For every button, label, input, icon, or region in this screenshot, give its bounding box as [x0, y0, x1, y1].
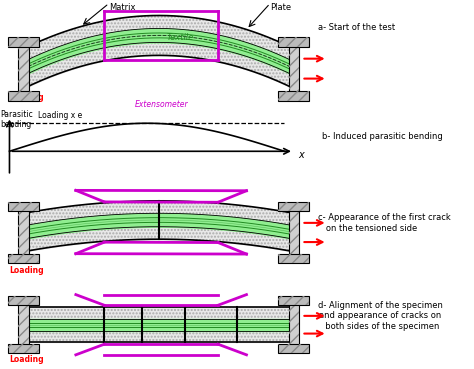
Text: Parasitic
bending: Parasitic bending	[0, 110, 33, 129]
Bar	[8, 344, 39, 353]
Bar	[279, 344, 309, 353]
Text: Matrix: Matrix	[109, 3, 136, 12]
Text: d- Alignment of the specimen
and appearance of cracks on
  both sides of the spe: d- Alignment of the specimen and appeara…	[318, 301, 442, 331]
FancyBboxPatch shape	[18, 206, 29, 259]
Bar	[8, 254, 39, 263]
Bar	[279, 296, 309, 305]
Bar	[279, 344, 309, 353]
Bar	[8, 90, 39, 100]
Bar	[279, 254, 309, 263]
FancyBboxPatch shape	[289, 41, 299, 97]
FancyBboxPatch shape	[18, 300, 29, 349]
Text: Plate: Plate	[270, 3, 292, 12]
Text: Loading: Loading	[9, 355, 44, 364]
Text: Loading: Loading	[9, 266, 44, 275]
FancyBboxPatch shape	[289, 206, 299, 259]
Bar	[279, 37, 309, 47]
Bar	[279, 37, 309, 47]
Bar	[279, 254, 309, 263]
Text: Loading x e: Loading x e	[38, 111, 82, 120]
Bar	[8, 344, 39, 353]
Bar	[279, 202, 309, 211]
Text: c- Appearance of the first crack
   on the tensioned side: c- Appearance of the first crack on the …	[318, 213, 450, 232]
Bar	[8, 90, 39, 100]
Text: Extensometer: Extensometer	[134, 100, 188, 109]
Bar	[8, 296, 39, 305]
Bar	[279, 202, 309, 211]
Bar	[279, 90, 309, 100]
Text: Textile: Textile	[166, 32, 194, 42]
Text: x: x	[299, 150, 304, 160]
Text: a- Start of the test: a- Start of the test	[318, 23, 395, 32]
Text: Loading: Loading	[9, 93, 44, 101]
FancyBboxPatch shape	[18, 41, 29, 97]
Bar	[8, 37, 39, 47]
Bar	[8, 202, 39, 211]
Bar	[279, 296, 309, 305]
Bar	[8, 202, 39, 211]
Text: b- Induced parasitic bending: b- Induced parasitic bending	[322, 132, 443, 141]
FancyBboxPatch shape	[289, 300, 299, 349]
Bar	[279, 90, 309, 100]
Bar	[8, 37, 39, 47]
Bar	[8, 254, 39, 263]
Bar	[8, 296, 39, 305]
